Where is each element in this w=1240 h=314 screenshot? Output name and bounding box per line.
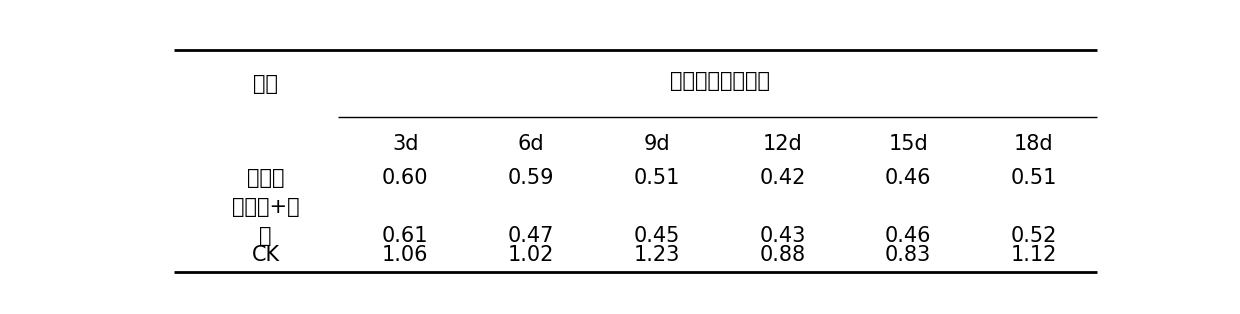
- Text: 0.46: 0.46: [885, 168, 931, 188]
- Text: 1.23: 1.23: [634, 245, 680, 265]
- Text: 0.45: 0.45: [634, 226, 680, 246]
- Text: 0.52: 0.52: [1011, 226, 1058, 246]
- Text: 0.83: 0.83: [885, 245, 931, 265]
- Text: 0.51: 0.51: [634, 168, 680, 188]
- Text: 0.42: 0.42: [759, 168, 806, 188]
- Text: 1.06: 1.06: [382, 245, 429, 265]
- Text: 0.43: 0.43: [759, 226, 806, 246]
- Text: 1.02: 1.02: [508, 245, 554, 265]
- Text: 9d: 9d: [644, 134, 670, 154]
- Text: 0.46: 0.46: [885, 226, 931, 246]
- Text: 12d: 12d: [763, 134, 802, 154]
- Text: 甲哌喹+助: 甲哌喹+助: [232, 197, 299, 217]
- Text: 剂: 剂: [259, 226, 272, 246]
- Text: 0.47: 0.47: [508, 226, 554, 246]
- Text: 1.12: 1.12: [1011, 245, 1058, 265]
- Text: 18d: 18d: [1014, 134, 1054, 154]
- Text: 0.51: 0.51: [1011, 168, 1058, 188]
- Text: 0.59: 0.59: [507, 168, 554, 188]
- Text: CK: CK: [252, 245, 279, 265]
- Text: 0.61: 0.61: [382, 226, 429, 246]
- Text: 0.60: 0.60: [382, 168, 429, 188]
- Text: 0.88: 0.88: [759, 245, 806, 265]
- Text: 15d: 15d: [888, 134, 928, 154]
- Text: 3d: 3d: [392, 134, 419, 154]
- Text: 喷洒药剂后的天数: 喷洒药剂后的天数: [670, 71, 770, 91]
- Text: 处理: 处理: [253, 73, 278, 94]
- Text: 甲哌喹: 甲哌喹: [247, 168, 284, 188]
- Text: 6d: 6d: [517, 134, 544, 154]
